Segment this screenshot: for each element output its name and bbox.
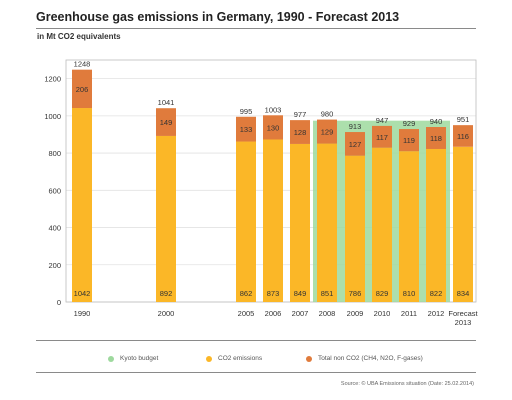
- x-tick-label-2008: 2008: [319, 309, 336, 318]
- y-tick-label-600: 600: [48, 186, 61, 195]
- title-rule: [36, 28, 476, 29]
- y-tick-label-1000: 1000: [44, 112, 61, 121]
- bar-non-co2-2009: [345, 132, 365, 156]
- x-tick-label-2012: 2012: [428, 309, 445, 318]
- label-non-co2-2006: 130: [267, 123, 280, 132]
- bar-non-co2-2010: [372, 125, 392, 148]
- label-co2-2006: 873: [267, 289, 280, 298]
- x-tick-label-2000: 2000: [158, 309, 175, 318]
- label-total-1990: 1248: [74, 60, 91, 69]
- x-tick-label-2010: 2010: [374, 309, 391, 318]
- label-total-forecast-2013: 951: [457, 115, 470, 124]
- legend-label-co2: CO2 emissions: [218, 355, 263, 362]
- label-co2-2012: 822: [430, 289, 443, 298]
- label-non-co2-2009: 127: [349, 140, 362, 149]
- bar-non-co2-2007: [290, 120, 310, 144]
- bar-non-co2-2008: [317, 119, 337, 144]
- label-non-co2-2000: 149: [160, 118, 173, 127]
- legend-rule-top: [36, 340, 476, 341]
- x-tick-label-2007: 2007: [292, 309, 309, 318]
- x-tick-label-2006: 2006: [265, 309, 282, 318]
- chart-unit: in Mt CO2 equivalents: [37, 32, 121, 41]
- label-non-co2-2012: 118: [430, 134, 442, 143]
- legend: Kyoto budget CO2 emissions Total non CO2…: [36, 355, 476, 367]
- bar-co2-2008: [317, 143, 337, 302]
- bar-co2-2011: [399, 151, 419, 302]
- label-non-co2-2008: 129: [321, 128, 334, 137]
- label-total-2005: 995: [240, 107, 253, 116]
- bar-co2-2009: [345, 155, 365, 302]
- x-tick-label-1990: 1990: [74, 309, 91, 318]
- label-co2-2000: 892: [160, 289, 173, 298]
- label-total-2008: 980: [321, 110, 334, 119]
- label-non-co2-forecast-2013: 116: [457, 132, 469, 141]
- bar-co2-2000: [156, 135, 176, 302]
- label-co2-2011: 810: [403, 289, 416, 298]
- y-tick-label-0: 0: [57, 298, 61, 307]
- legend-item-kyoto: Kyoto budget: [108, 355, 158, 362]
- x-tick-label-2009: 2009: [347, 309, 364, 318]
- y-tick-label-200: 200: [48, 261, 61, 270]
- label-co2-1990: 1042: [74, 289, 91, 298]
- legend-item-co2: CO2 emissions: [206, 355, 262, 362]
- bar-co2-2010: [372, 147, 392, 302]
- legend-swatch-non-co2: [306, 355, 312, 362]
- label-co2-2010: 829: [376, 289, 389, 298]
- bar-non-co2-1990: [72, 69, 92, 109]
- x-tick-label-forecast-2013: Forecast 2013: [448, 309, 478, 327]
- label-total-2011: 929: [403, 119, 416, 128]
- label-co2-2007: 849: [294, 289, 307, 298]
- label-non-co2-2010: 117: [376, 133, 388, 142]
- bar-non-co2-2011: [399, 129, 419, 152]
- legend-swatch-co2: [206, 355, 212, 362]
- chart-title: Greenhouse gas emissions in Germany, 199…: [36, 10, 400, 24]
- label-total-2007: 977: [294, 110, 307, 119]
- label-non-co2-2005: 133: [240, 125, 253, 134]
- bar-co2-2006: [263, 139, 283, 302]
- label-co2-forecast-2013: 834: [457, 289, 470, 298]
- x-tick-label-2005: 2005: [238, 309, 255, 318]
- legend-rule-bottom: [36, 372, 476, 373]
- y-tick-label-800: 800: [48, 149, 61, 158]
- label-total-2010: 947: [376, 116, 389, 125]
- label-total-2012: 940: [430, 117, 443, 126]
- bar-co2-1990: [72, 108, 92, 302]
- legend-label-kyoto: Kyoto budget: [120, 355, 159, 362]
- bar-co2-2007: [290, 143, 310, 302]
- bar-non-co2-2005: [236, 116, 256, 142]
- source-note: Source: © UBA Emissions situation (Date:…: [340, 381, 474, 387]
- legend-label-non-co2: Total non CO2 (CH4, N2O, F-gases): [318, 355, 423, 362]
- label-total-2006: 1003: [265, 105, 282, 114]
- bar-co2-forecast-2013: [453, 146, 473, 302]
- bar-non-co2-forecast-2013: [453, 125, 473, 147]
- legend-swatch-kyoto: [108, 355, 114, 362]
- y-tick-label-1200: 1200: [44, 75, 61, 84]
- label-co2-2008: 851: [321, 289, 334, 298]
- label-co2-2005: 862: [240, 289, 253, 298]
- x-tick-label-2011: 2011: [401, 309, 417, 318]
- legend-item-non-co2: Total non CO2 (CH4, N2O, F-gases): [306, 355, 423, 362]
- bar-non-co2-2000: [156, 108, 176, 136]
- label-non-co2-2007: 128: [294, 128, 307, 137]
- bar-non-co2-2012: [426, 127, 446, 149]
- label-non-co2-2011: 119: [403, 136, 415, 145]
- label-co2-2009: 786: [349, 289, 362, 298]
- bar-non-co2-2006: [263, 115, 283, 140]
- bar-co2-2012: [426, 148, 446, 302]
- label-total-2000: 1041: [158, 98, 175, 107]
- y-tick-label-400: 400: [48, 224, 61, 233]
- bar-co2-2005: [236, 141, 256, 302]
- label-total-2009: 913: [349, 122, 362, 131]
- label-non-co2-1990: 206: [76, 85, 89, 94]
